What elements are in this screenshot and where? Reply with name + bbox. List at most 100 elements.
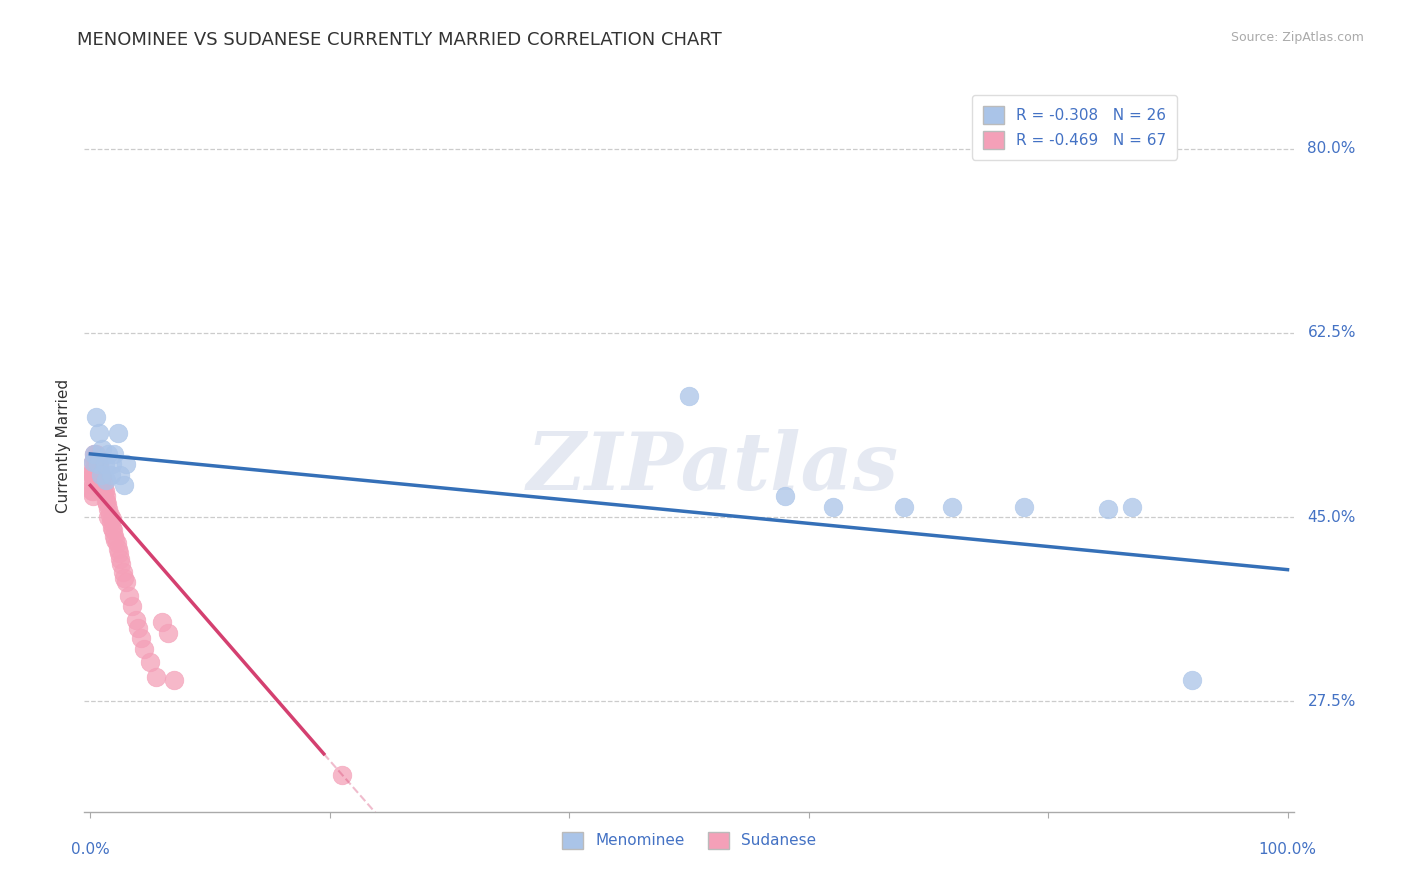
Text: ZIPatlas: ZIPatlas: [527, 429, 900, 507]
Point: [87, 463, 110, 477]
Point: [139, 655, 162, 669]
Point: [111, 565, 134, 579]
Text: 45.0%: 45.0%: [1308, 509, 1355, 524]
Point: [82, 483, 104, 498]
Point: [86, 452, 108, 467]
Point: [86, 410, 108, 425]
Point: [91, 442, 114, 456]
Point: [84, 463, 107, 477]
Point: [89, 470, 111, 484]
Point: [100, 467, 122, 482]
Point: [107, 425, 129, 440]
Point: [83, 452, 105, 467]
Point: [127, 621, 149, 635]
Point: [104, 533, 127, 548]
Point: [86, 467, 108, 482]
Point: [91, 481, 114, 495]
Point: [80, 473, 103, 487]
Point: [129, 631, 152, 645]
Point: [121, 599, 143, 614]
Point: [86, 467, 108, 482]
Point: [82, 478, 104, 492]
Point: [118, 589, 141, 603]
Point: [163, 673, 186, 688]
Point: [80, 458, 103, 472]
Point: [86, 463, 108, 477]
Point: [90, 467, 112, 482]
Point: [115, 575, 138, 590]
Point: [87, 470, 110, 484]
Point: [84, 452, 107, 467]
Point: [83, 463, 105, 477]
Point: [80, 467, 103, 482]
Text: 62.5%: 62.5%: [1308, 326, 1355, 341]
Point: [94, 494, 117, 508]
Point: [103, 529, 125, 543]
Point: [941, 500, 963, 514]
Point: [1121, 500, 1143, 514]
Point: [150, 615, 173, 630]
Point: [89, 463, 111, 477]
Point: [112, 478, 135, 492]
Point: [101, 512, 124, 526]
Legend: Menominee, Sudanese: Menominee, Sudanese: [555, 825, 823, 855]
Point: [94, 489, 117, 503]
Point: [101, 523, 124, 537]
Point: [107, 541, 129, 556]
Text: 100.0%: 100.0%: [1258, 842, 1316, 857]
Point: [773, 489, 796, 503]
Point: [93, 483, 115, 498]
Point: [93, 458, 115, 472]
Text: 0.0%: 0.0%: [70, 842, 110, 857]
Point: [93, 478, 115, 492]
Point: [125, 613, 148, 627]
Point: [893, 500, 915, 514]
Point: [101, 458, 124, 472]
Point: [678, 389, 700, 403]
Point: [105, 536, 128, 550]
Y-axis label: Currently Married: Currently Married: [56, 379, 72, 513]
Point: [1097, 501, 1119, 516]
Point: [330, 768, 353, 782]
Point: [86, 447, 108, 461]
Text: 80.0%: 80.0%: [1308, 141, 1355, 156]
Point: [90, 478, 112, 492]
Point: [83, 467, 105, 482]
Point: [115, 458, 138, 472]
Point: [83, 447, 105, 461]
Point: [110, 558, 132, 572]
Text: Source: ZipAtlas.com: Source: ZipAtlas.com: [1230, 31, 1364, 45]
Point: [90, 467, 112, 482]
Point: [82, 467, 104, 482]
Point: [157, 625, 180, 640]
Point: [86, 458, 108, 472]
Point: [103, 447, 125, 461]
Point: [97, 510, 120, 524]
Point: [91, 470, 114, 484]
Point: [134, 641, 156, 656]
Point: [94, 473, 117, 487]
Point: [100, 516, 122, 530]
Point: [87, 458, 110, 472]
Point: [145, 670, 167, 684]
Point: [87, 425, 110, 440]
Point: [84, 473, 107, 487]
Point: [82, 463, 104, 477]
Point: [108, 546, 131, 560]
Point: [80, 483, 103, 498]
Point: [93, 487, 115, 501]
Text: MENOMINEE VS SUDANESE CURRENTLY MARRIED CORRELATION CHART: MENOMINEE VS SUDANESE CURRENTLY MARRIED …: [77, 31, 723, 49]
Point: [97, 501, 120, 516]
Point: [821, 500, 844, 514]
Point: [97, 447, 120, 461]
Point: [96, 497, 118, 511]
Text: 27.5%: 27.5%: [1308, 694, 1355, 709]
Point: [110, 467, 132, 482]
Point: [82, 489, 104, 503]
Point: [82, 455, 104, 469]
Point: [112, 571, 135, 585]
Point: [1181, 673, 1204, 688]
Point: [98, 508, 121, 522]
Point: [1012, 500, 1035, 514]
Point: [110, 552, 132, 566]
